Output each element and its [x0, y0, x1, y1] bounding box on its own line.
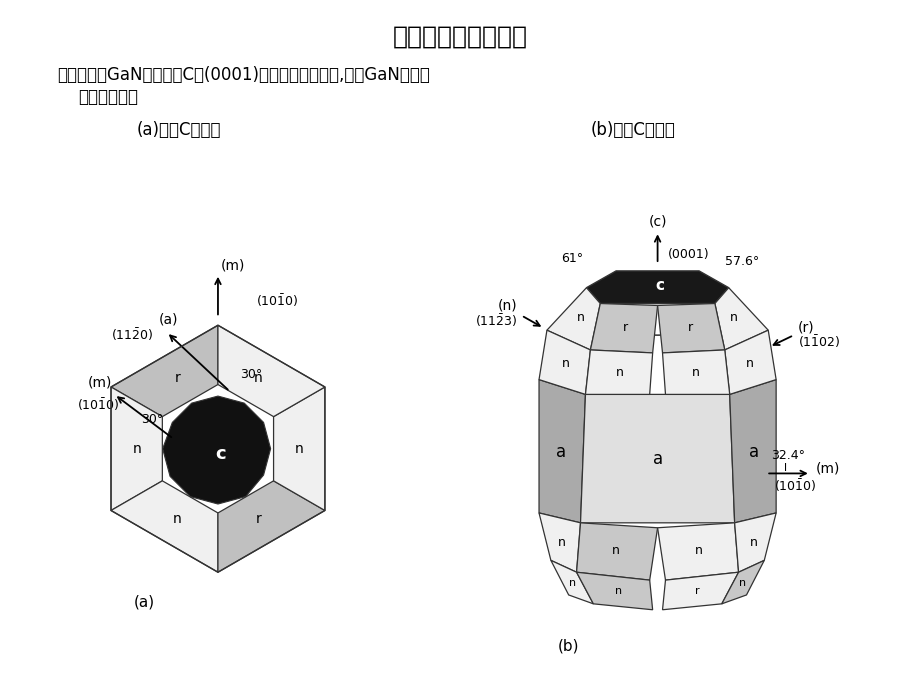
Text: 蓝宝石结晶面示意图: 蓝宝石结晶面示意图 [392, 25, 527, 49]
Polygon shape [729, 380, 776, 523]
Text: n: n [173, 512, 181, 526]
Text: (10$\bar{1}$0): (10$\bar{1}$0) [255, 293, 298, 309]
Polygon shape [111, 481, 218, 572]
Polygon shape [657, 523, 738, 580]
Polygon shape [584, 350, 652, 395]
Text: (m): (m) [221, 259, 245, 273]
Polygon shape [550, 560, 593, 604]
Text: (m): (m) [815, 462, 839, 475]
Text: a: a [652, 450, 662, 468]
Text: n: n [691, 366, 698, 380]
Text: n: n [739, 578, 745, 588]
Text: (c): (c) [648, 215, 666, 228]
Text: c: c [654, 278, 664, 293]
Polygon shape [657, 304, 724, 353]
Text: n: n [295, 442, 303, 455]
Text: n: n [749, 535, 756, 549]
Text: a: a [555, 444, 565, 462]
Text: 将由制程决定: 将由制程决定 [79, 88, 139, 106]
Text: 57.6°: 57.6° [724, 255, 758, 268]
Polygon shape [585, 271, 728, 304]
Text: (r): (r) [797, 320, 813, 334]
Text: n: n [745, 357, 753, 370]
Polygon shape [724, 331, 776, 395]
Text: (m): (m) [88, 375, 112, 390]
Polygon shape [590, 304, 657, 353]
Text: r: r [694, 586, 698, 596]
Polygon shape [580, 395, 734, 523]
Polygon shape [576, 572, 652, 610]
Polygon shape [111, 325, 218, 417]
Polygon shape [662, 350, 729, 395]
Polygon shape [273, 387, 324, 511]
Text: 32.4°: 32.4° [770, 449, 804, 462]
Text: n: n [254, 371, 263, 385]
Polygon shape [163, 396, 270, 504]
Polygon shape [576, 523, 657, 580]
Text: c: c [215, 444, 226, 463]
Text: 最常用来做GaN磊晶的是C面(0001)这个不具极性的面,所以GaN的极性: 最常用来做GaN磊晶的是C面(0001)这个不具极性的面,所以GaN的极性 [57, 66, 429, 84]
Text: n: n [614, 586, 621, 596]
Polygon shape [111, 387, 162, 511]
Text: (a): (a) [133, 594, 154, 609]
Text: (11$\bar{2}$0): (11$\bar{2}$0) [110, 327, 153, 344]
Text: r: r [686, 322, 692, 335]
Text: n: n [695, 544, 702, 558]
Polygon shape [218, 481, 324, 572]
Text: 30°: 30° [142, 413, 164, 426]
Text: (1$\bar{1}$02): (1$\bar{1}$02) [797, 334, 839, 351]
Text: (a)图从C轴俯看: (a)图从C轴俯看 [136, 121, 221, 139]
Text: (10$\bar{1}$0): (10$\bar{1}$0) [773, 477, 816, 493]
Text: (a): (a) [159, 313, 178, 326]
Text: r: r [255, 512, 261, 526]
Text: n: n [611, 544, 619, 558]
Polygon shape [714, 288, 767, 350]
Polygon shape [546, 288, 599, 350]
Text: n: n [576, 311, 584, 324]
Polygon shape [218, 325, 324, 417]
Polygon shape [539, 331, 590, 395]
Polygon shape [539, 380, 584, 523]
Text: (b): (b) [557, 639, 579, 654]
Text: (b)图从C轴侧看: (b)图从C轴侧看 [590, 121, 675, 139]
Text: l: l [784, 462, 787, 473]
Text: n: n [568, 578, 575, 588]
Text: (11$\bar{2}$3): (11$\bar{2}$3) [474, 312, 516, 328]
Polygon shape [721, 560, 764, 604]
Text: n: n [557, 535, 565, 549]
Polygon shape [734, 513, 776, 572]
Text: r: r [622, 322, 627, 335]
Text: n: n [615, 366, 623, 380]
Polygon shape [539, 513, 580, 572]
Text: 30°: 30° [240, 368, 262, 381]
Text: r: r [175, 371, 180, 385]
Polygon shape [662, 572, 738, 610]
Text: (0001): (0001) [667, 248, 709, 261]
Text: n: n [730, 311, 737, 324]
Text: 61°: 61° [561, 252, 583, 264]
Text: (n): (n) [497, 299, 516, 313]
Text: n: n [132, 442, 141, 455]
Text: a: a [748, 444, 758, 462]
Text: (10$\bar{1}$0): (10$\bar{1}$0) [76, 396, 119, 413]
Text: n: n [561, 357, 569, 370]
